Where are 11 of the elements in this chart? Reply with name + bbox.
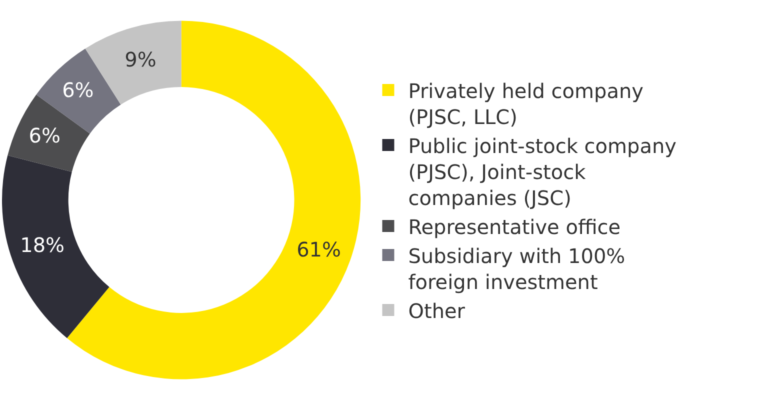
legend-label: Representative office [408, 214, 621, 239]
legend-label: Subsidiary with 100% foreign investment [408, 244, 626, 294]
legend-label: Public joint-stock company (PJSC), Joint-stock companies (JSC) [408, 134, 677, 210]
data-label: 18% [20, 233, 65, 258]
data-label: 6% [28, 124, 61, 148]
legend-label: Other [408, 298, 466, 323]
legend-label: Privately held company (PJSC, LLC) [408, 78, 644, 129]
data-label: 61% [296, 238, 342, 262]
data-label: 9% [124, 48, 156, 72]
data-label: 6% [62, 78, 94, 102]
donut-slice [2, 155, 110, 338]
